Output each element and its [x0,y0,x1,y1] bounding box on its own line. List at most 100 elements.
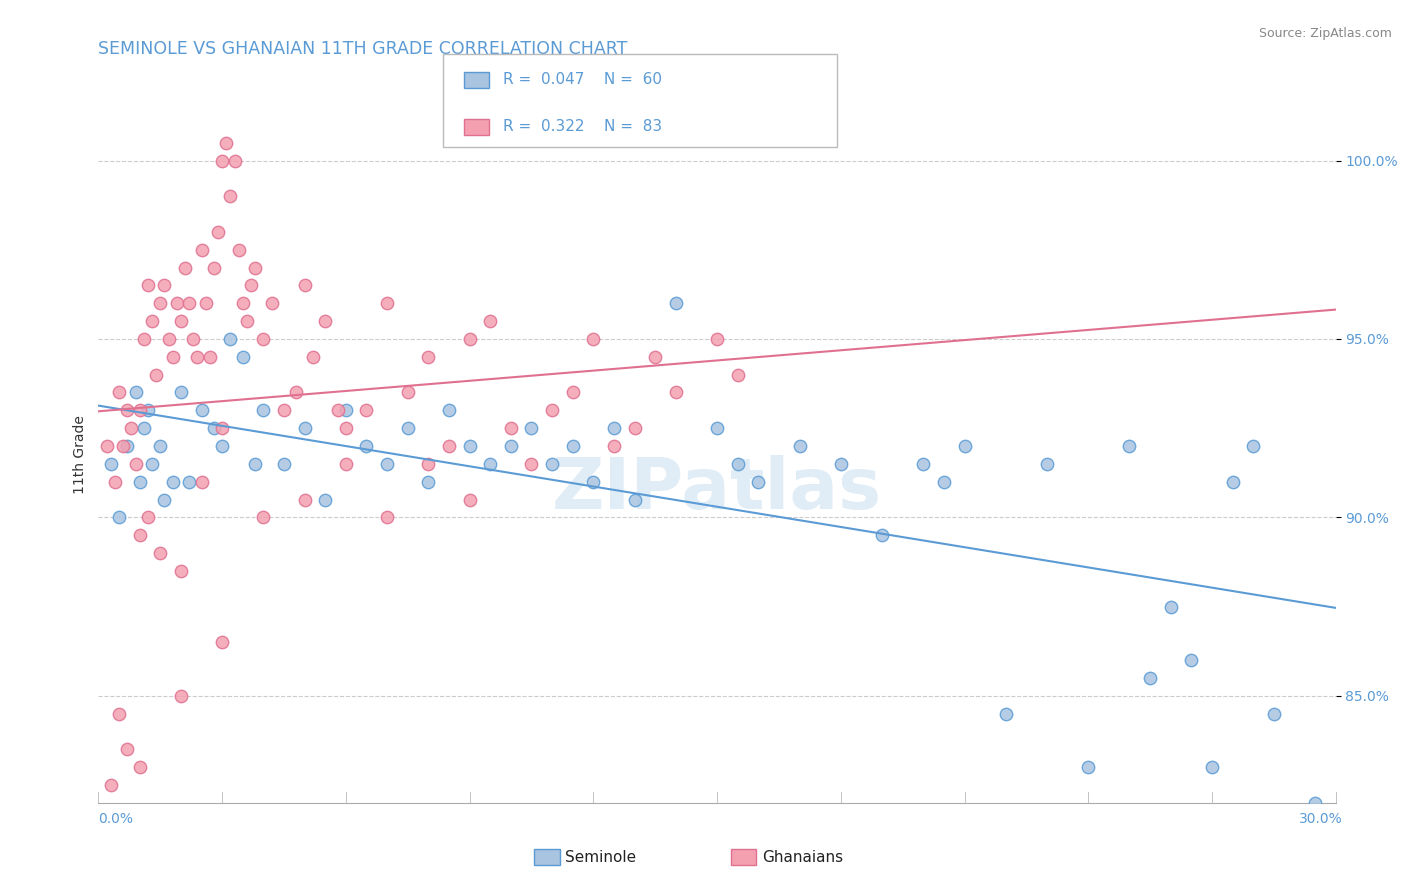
Point [623,492,645,507]
Point [252,332,274,346]
Point [1222,475,1244,489]
Point [932,475,955,489]
Point [665,385,688,400]
Point [335,403,357,417]
Point [232,350,254,364]
Point [789,439,811,453]
Point [727,457,749,471]
Point [603,421,626,435]
Point [117,439,139,453]
Point [170,689,193,703]
Text: Seminole: Seminole [565,850,637,864]
Point [830,457,852,471]
Text: ZIPatlas: ZIPatlas [553,455,882,524]
Point [108,510,131,524]
Point [953,439,976,453]
Point [335,421,357,435]
Point [211,635,233,649]
Point [273,457,295,471]
Point [520,421,543,435]
Text: R =  0.322    N =  83: R = 0.322 N = 83 [503,119,662,134]
Point [228,243,250,257]
Point [166,296,188,310]
Point [157,332,180,346]
Point [236,314,259,328]
Point [128,760,150,774]
Point [706,332,728,346]
Point [356,403,378,417]
Point [108,385,131,400]
Point [219,189,242,203]
Point [136,403,159,417]
Point [117,742,139,756]
Point [132,332,155,346]
Point [211,439,233,453]
Point [128,403,150,417]
Point [375,296,398,310]
Point [458,439,481,453]
Point [1036,457,1059,471]
Point [136,278,159,293]
Point [603,439,626,453]
Point [170,564,193,578]
Point [215,136,238,150]
Point [994,706,1017,721]
Point [541,403,564,417]
Point [499,421,522,435]
Point [240,278,263,293]
Point [224,153,246,168]
Point [418,350,440,364]
Point [108,706,131,721]
Point [870,528,893,542]
Point [458,492,481,507]
Point [100,778,122,792]
Point [202,260,225,275]
Point [136,510,159,524]
Point [375,457,398,471]
Point [912,457,935,471]
Point [252,403,274,417]
Point [145,368,167,382]
Point [314,314,336,328]
Point [141,457,163,471]
Point [706,421,728,435]
Point [396,421,419,435]
Point [437,439,460,453]
Point [243,457,266,471]
Point [186,350,208,364]
Point [112,439,135,453]
Point [190,243,212,257]
Point [128,475,150,489]
Point [285,385,308,400]
Point [211,421,233,435]
Point [174,260,197,275]
Point [141,314,163,328]
Point [207,225,229,239]
Point [232,296,254,310]
Point [190,475,212,489]
Point [117,403,139,417]
Point [582,332,605,346]
Point [747,475,769,489]
Point [181,332,204,346]
Point [149,439,172,453]
Point [100,457,122,471]
Point [623,421,645,435]
Point [1180,653,1202,667]
Point [458,332,481,346]
Point [437,403,460,417]
Text: R =  0.047    N =  60: R = 0.047 N = 60 [503,72,662,87]
Point [302,350,325,364]
Point [356,439,378,453]
Point [1139,671,1161,685]
Point [153,278,176,293]
Point [194,296,217,310]
Point [665,296,688,310]
Point [128,528,150,542]
Point [418,475,440,489]
Point [243,260,266,275]
Point [170,314,193,328]
Point [314,492,336,507]
Point [479,457,502,471]
Text: 30.0%: 30.0% [1299,812,1343,826]
